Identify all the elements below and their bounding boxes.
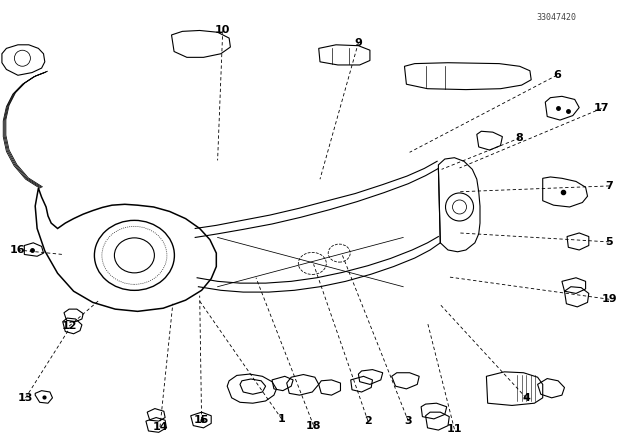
Text: 14: 14 (152, 422, 168, 432)
Text: 4: 4 (522, 393, 530, 403)
Text: 7: 7 (605, 181, 613, 191)
Text: 19: 19 (602, 294, 617, 304)
Text: 12: 12 (61, 321, 77, 331)
Text: 3: 3 (404, 416, 412, 426)
Text: 1: 1 (278, 414, 285, 424)
Text: 9: 9 (355, 38, 362, 47)
Text: 2: 2 (364, 416, 372, 426)
Text: 33047420: 33047420 (537, 13, 577, 22)
Text: 10: 10 (215, 26, 230, 35)
Text: 5: 5 (605, 237, 613, 247)
Text: 11: 11 (447, 424, 462, 434)
Text: 18: 18 (306, 421, 321, 431)
Text: 13: 13 (18, 393, 33, 403)
Text: 17: 17 (594, 103, 609, 113)
Text: 16: 16 (10, 245, 26, 255)
Text: 15: 15 (194, 415, 209, 425)
Text: 8: 8 (516, 133, 524, 143)
Text: 6: 6 (553, 70, 561, 80)
